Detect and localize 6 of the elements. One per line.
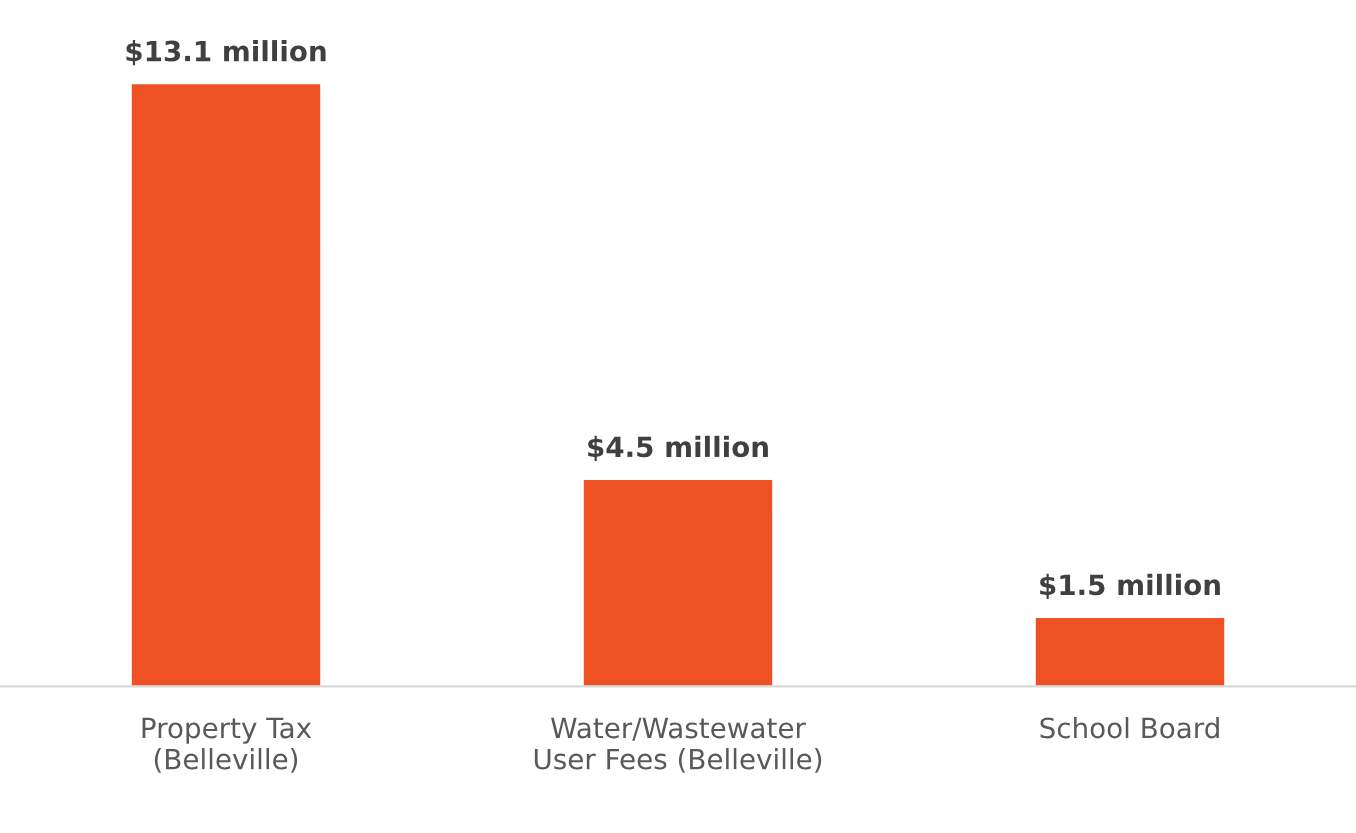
x-tick-label: Property Tax (Belleville) xyxy=(142,717,312,773)
data-label: $1.5 million xyxy=(1040,573,1220,600)
x-tick-label: Water/Wastewater User Fees (Belleville) xyxy=(534,717,822,773)
data-label: $13.1 million xyxy=(126,40,326,66)
data-label: $4.5 million xyxy=(588,435,768,461)
x-tick-label: School Board xyxy=(1040,716,1219,739)
